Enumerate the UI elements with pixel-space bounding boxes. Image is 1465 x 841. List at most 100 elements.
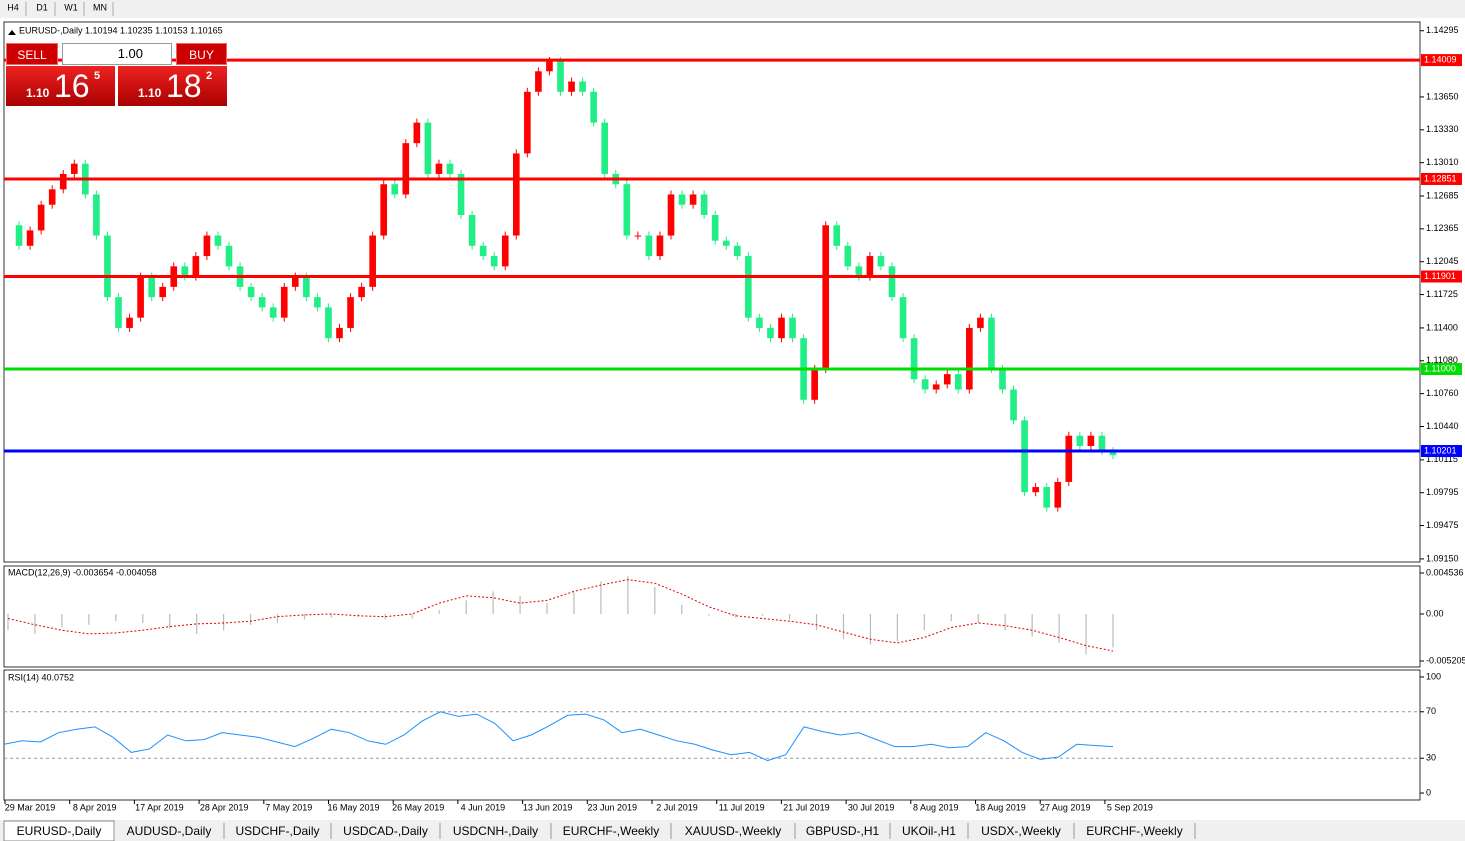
candle-body: [568, 81, 575, 92]
buy-button[interactable]: BUY: [176, 43, 227, 65]
candle-body: [943, 374, 951, 385]
candle-body: [48, 189, 56, 205]
candle-body: [910, 338, 918, 380]
y-tick-label: 1.13330: [1426, 124, 1459, 134]
main-frame: [3, 21, 1421, 563]
trade-panel: SELL 1.00 BUY 1.10 16 5 1.10 18 2: [6, 43, 227, 106]
candle-body: [1054, 481, 1062, 508]
candle-body: [966, 327, 973, 390]
tab[interactable]: EURCHF-,Weekly: [563, 824, 659, 838]
tab[interactable]: UKOil-,H1: [902, 824, 956, 838]
candle-body: [258, 297, 266, 308]
candle-body: [932, 384, 940, 390]
candle-body: [1098, 435, 1106, 452]
candle-body: [535, 71, 542, 92]
candle-body: [899, 297, 907, 339]
macd-bar: [815, 613, 818, 631]
sell-price[interactable]: 1.10 16 5: [6, 66, 115, 106]
x-tick-label: 18 Aug 2019: [975, 802, 1026, 812]
candle-body: [678, 194, 686, 205]
candle-body: [203, 235, 211, 257]
candle-body: [1021, 420, 1028, 493]
level-label: 1.10201: [1424, 445, 1457, 455]
candle-body: [601, 122, 609, 174]
candle-body: [358, 286, 365, 298]
y-tick-label: 0.004536: [1426, 567, 1464, 577]
x-tick-label: 7 May 2019: [265, 802, 312, 812]
x-tick-label: 11 Jul 2019: [719, 802, 765, 812]
level-tag: [1421, 172, 1462, 185]
macd-bar: [61, 613, 63, 628]
rsi-line: [3, 711, 1114, 762]
candle-body: [291, 276, 299, 287]
tab[interactable]: USDCHF-,Daily: [236, 824, 320, 838]
tab[interactable]: EURUSD-,Daily: [17, 824, 102, 838]
candle-body: [126, 317, 133, 328]
y-tick-label: 0.00: [1426, 608, 1444, 618]
timeframe-button[interactable]: W1: [64, 2, 78, 12]
candle-body: [999, 368, 1006, 390]
timeframe-button[interactable]: MN: [93, 2, 107, 12]
price-big: 1.10: [26, 86, 50, 100]
y-tick-label: 1.11080: [1426, 355, 1458, 365]
y-tick-label: 1.13650: [1426, 91, 1459, 101]
candle-body: [822, 225, 830, 369]
buy-price[interactable]: 1.10 18 2: [118, 66, 227, 106]
timeframe-button[interactable]: D1: [36, 2, 48, 12]
candle-body: [490, 256, 498, 267]
symbol-header: EURUSD-,Daily 1.10194 1.10235 1.10153 1.…: [19, 25, 223, 35]
timeframe-button[interactable]: H4: [7, 2, 19, 12]
candle-body: [645, 235, 653, 257]
x-tick-label: 4 Jun 2019: [461, 802, 506, 812]
y-tick-label: 1.11725: [1426, 289, 1458, 299]
candle-body: [756, 317, 763, 328]
candle-body: [457, 173, 465, 216]
candle-body: [280, 286, 288, 318]
macd-bar: [438, 610, 440, 614]
macd-bar: [276, 613, 279, 624]
candle-body: [115, 297, 122, 328]
candle-body: [512, 153, 520, 236]
tab[interactable]: USDCAD-,Daily: [343, 824, 428, 838]
macd-bar: [869, 613, 872, 645]
macd-bar: [492, 591, 494, 614]
tab[interactable]: EURCHF-,Weekly: [1086, 824, 1182, 838]
candle-body: [767, 327, 774, 339]
macd-bar: [654, 586, 656, 614]
macd-bar: [546, 603, 548, 614]
x-tick-label: 16 May 2019: [327, 802, 379, 812]
tab[interactable]: XAUUSD-,Weekly: [685, 824, 781, 838]
tab[interactable]: USDCNH-,Daily: [453, 824, 538, 838]
tab[interactable]: USDX-,Weekly: [981, 824, 1061, 838]
candle-body: [579, 81, 586, 92]
candle-body: [336, 327, 343, 339]
level-tag: [1421, 54, 1462, 67]
candle-body: [954, 374, 962, 390]
macd-bar: [735, 613, 737, 618]
macd-bar: [465, 600, 467, 614]
candle-body: [711, 215, 719, 241]
x-tick-label: 8 Aug 2019: [913, 802, 959, 812]
macd-bar: [573, 592, 575, 614]
sell-button[interactable]: SELL: [6, 43, 58, 65]
price-pips: 18: [166, 68, 202, 104]
y-tick-label: 1.09795: [1426, 487, 1459, 497]
tab[interactable]: AUDUSD-,Daily: [127, 824, 212, 838]
candle-body: [413, 122, 421, 144]
candle-body: [656, 235, 664, 257]
level-tag: [1421, 270, 1462, 283]
lot-input[interactable]: 1.00: [62, 43, 172, 65]
macd-bar: [1058, 613, 1060, 643]
y-tick-label: 1.13010: [1426, 157, 1459, 167]
candle-body: [877, 256, 885, 267]
y-tick-label: 1.10760: [1426, 388, 1459, 398]
candle-body: [468, 215, 476, 246]
candle-body: [15, 225, 23, 246]
tab[interactable]: GBPUSD-,H1: [806, 824, 880, 838]
candle-body: [689, 194, 697, 205]
candle-body: [402, 143, 410, 195]
candle-body: [159, 286, 167, 298]
candle-body: [921, 379, 929, 390]
